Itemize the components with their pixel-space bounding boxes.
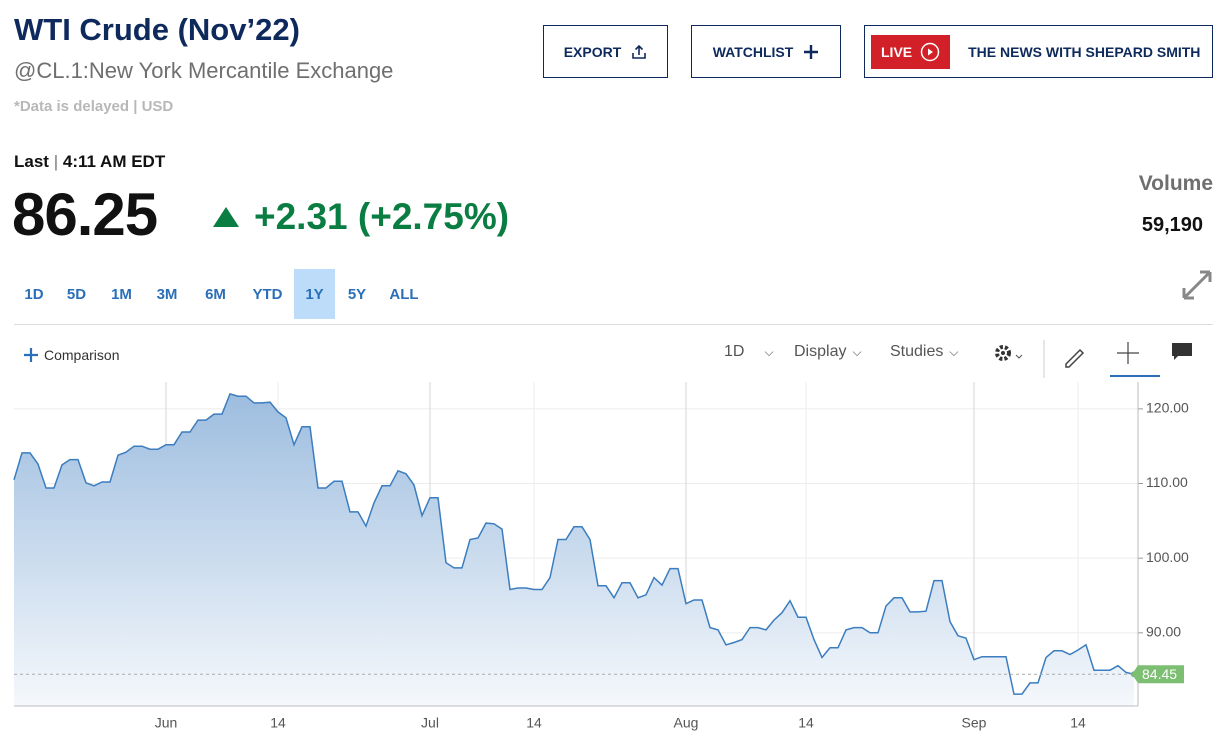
plus-icon	[24, 348, 38, 362]
expand-icon[interactable]	[1180, 268, 1214, 302]
x-tick-label: Sep	[962, 715, 987, 731]
watchlist-label: WATCHLIST	[712, 43, 794, 60]
settings-icon[interactable]	[995, 345, 1023, 361]
watchlist-button[interactable]: WATCHLIST	[691, 25, 841, 78]
separator	[14, 324, 1213, 325]
x-tick-label: 14	[526, 715, 542, 731]
chevron: ⌵	[852, 344, 862, 359]
comparison-button[interactable]: Comparison	[24, 347, 119, 363]
range-button[interactable]: ALL	[389, 285, 419, 303]
range-button[interactable]: 3M	[156, 285, 178, 303]
chevron: ⌵	[949, 344, 959, 359]
last-time: 4:11 AM EDT	[62, 152, 166, 171]
live-button[interactable]: LIVE THE NEWS WITH SHEPARD SMITH	[864, 25, 1213, 78]
export-label: EXPORT	[563, 43, 622, 60]
range-button[interactable]: 5Y	[347, 285, 367, 303]
range-button[interactable]: 1D	[24, 285, 44, 303]
play-icon	[920, 42, 940, 61]
price: 86.25	[12, 181, 158, 248]
volume-label: Volume	[1138, 172, 1213, 195]
comment-icon[interactable]	[1172, 343, 1192, 360]
y-tick-label: 120.00	[1146, 400, 1189, 416]
last-row: Last | 4:11 AM EDT	[14, 152, 165, 172]
volume: 59,190	[1141, 214, 1203, 236]
note: *Data is delayed | USD	[14, 98, 174, 115]
live-badge: LIVE	[871, 34, 951, 69]
display-dropdown[interactable]: Display ⌵	[794, 343, 862, 361]
chart-tools	[995, 340, 1192, 378]
live-label: LIVE	[881, 43, 913, 60]
x-tick-label: 14	[1070, 715, 1086, 731]
title: WTI Crude (Nov’22)	[14, 12, 300, 47]
export-button[interactable]: EXPORT	[543, 25, 668, 78]
up-arrow	[213, 207, 239, 227]
range-button[interactable]: 1M	[111, 285, 132, 303]
x-tick-label: Jun	[155, 715, 178, 731]
last-price-tag	[1132, 665, 1184, 684]
line	[13, 392, 1135, 695]
x-tick-label: Aug	[674, 715, 699, 731]
range-button[interactable]: 5D	[66, 285, 87, 303]
change-text: +2.31 (+2.75%)	[254, 196, 510, 237]
plus-icon	[804, 44, 819, 59]
x-tick-label: 14	[270, 715, 286, 731]
x-tick-label: 14	[798, 715, 814, 731]
show-label: THE NEWS WITH SHEPARD SMITH	[968, 43, 1201, 60]
range-button[interactable]: 6M	[205, 285, 226, 303]
interval-dropdown[interactable]: 1D ⌵	[724, 343, 774, 361]
range-selector: 1D 5D 1M 3M 6M YTD 1Y 5Y ALL	[14, 269, 429, 319]
studies-label: Studies	[890, 343, 944, 360]
range-button[interactable]: 1Y	[294, 269, 335, 319]
y-tick-label: 90.00	[1146, 624, 1181, 640]
y-tick-label: 100.00	[1146, 549, 1189, 565]
interval-label: 1D	[724, 343, 745, 360]
subtitle: @CL.1:New York Mercantile Exchange	[14, 58, 394, 83]
range-button[interactable]: YTD	[252, 285, 283, 303]
studies-dropdown[interactable]: Studies ⌵	[890, 343, 958, 361]
area	[14, 393, 1134, 706]
last-price-label: 84.45	[1142, 666, 1177, 682]
crosshair-icon[interactable]	[1117, 342, 1139, 364]
y-tick-label: 110.00	[1146, 474, 1188, 490]
x-tick-label: Jul	[421, 715, 439, 731]
draw-icon[interactable]	[1065, 348, 1085, 368]
comparison-label: Comparison	[44, 347, 120, 363]
chevron: ⌵	[764, 344, 774, 359]
change: +2.31 (+2.75%)	[212, 196, 509, 238]
display-label: Display	[794, 343, 847, 360]
export-icon	[632, 44, 647, 59]
divider: |	[53, 152, 59, 171]
last-label: Last	[14, 152, 49, 171]
